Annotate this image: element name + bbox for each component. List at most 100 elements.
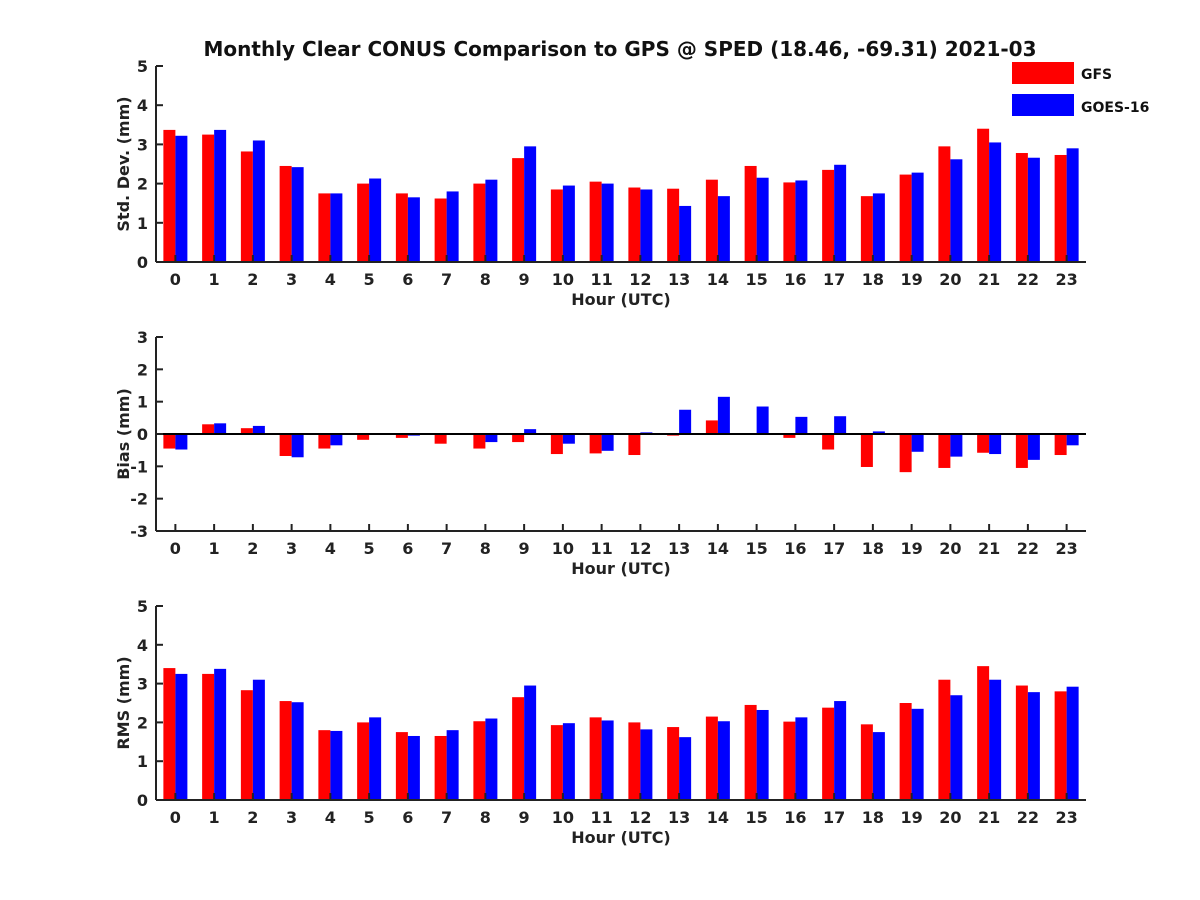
bar-goes16-hour-3 (291, 702, 304, 800)
x-tick-label: 19 (900, 539, 922, 558)
x-tick-label: 11 (590, 270, 612, 289)
x-tick-label: 9 (519, 539, 530, 558)
bar-goes16-hour-11 (601, 720, 614, 800)
x-tick-label: 16 (784, 808, 806, 827)
bar-goes16-hour-1 (214, 129, 227, 262)
bar-gfs-hour-11 (589, 434, 602, 454)
x-tick-label: 4 (325, 808, 336, 827)
x-tick-label: 23 (1055, 808, 1077, 827)
bar-gfs-hour-17 (822, 707, 835, 800)
bar-goes16-hour-22 (1027, 434, 1040, 460)
bar-gfs-hour-22 (1015, 153, 1028, 262)
legend-label-goes16: GOES-16 (1081, 100, 1149, 116)
bar-goes16-hour-23 (1066, 686, 1079, 800)
bar-gfs-hour-18 (860, 196, 873, 262)
x-tick-label: 7 (441, 808, 452, 827)
x-tick-label: 20 (939, 270, 961, 289)
bar-gfs-hour-10 (550, 725, 563, 800)
bar-gfs-hour-14 (705, 179, 718, 262)
x-tick-label: 16 (784, 539, 806, 558)
bar-goes16-hour-13 (679, 737, 692, 800)
bar-goes16-hour-15 (756, 406, 769, 434)
bar-goes16-hour-14 (717, 396, 730, 434)
y-axis-label: Std. Dev. (mm) (114, 96, 133, 231)
bar-goes16-hour-15 (756, 177, 769, 262)
bar-gfs-hour-10 (550, 189, 563, 262)
bar-goes16-hour-1 (214, 423, 227, 434)
x-tick-label: 14 (707, 539, 729, 558)
y-tick-label: 1 (137, 214, 148, 233)
y-tick-label: 3 (137, 135, 148, 154)
y-tick-label: 1 (137, 393, 148, 412)
bar-gfs-hour-23 (1054, 434, 1067, 456)
bar-gfs-hour-9 (512, 158, 525, 262)
x-tick-label: 19 (900, 270, 922, 289)
x-tick-label: 16 (784, 270, 806, 289)
bar-gfs-hour-18 (860, 434, 873, 467)
bar-gfs-hour-4 (318, 730, 331, 800)
x-tick-label: 14 (707, 808, 729, 827)
bar-goes16-hour-16 (795, 180, 808, 262)
bar-goes16-hour-8 (485, 718, 498, 800)
bar-goes16-hour-20 (950, 434, 963, 457)
bar-goes16-hour-2 (252, 679, 265, 800)
y-tick-label: 0 (137, 253, 148, 272)
bar-goes16-hour-16 (795, 717, 808, 800)
x-tick-label: 21 (978, 808, 1000, 827)
bar-goes16-hour-1 (214, 668, 227, 800)
x-tick-label: 2 (247, 539, 258, 558)
x-tick-label: 10 (552, 270, 574, 289)
bar-goes16-hour-18 (872, 193, 885, 262)
x-tick-label: 10 (552, 539, 574, 558)
bar-gfs-hour-15 (744, 165, 757, 262)
bar-goes16-hour-12 (640, 729, 653, 800)
bar-goes16-hour-7 (446, 191, 459, 262)
x-tick-label: 4 (325, 539, 336, 558)
bar-gfs-hour-21 (977, 666, 990, 800)
bar-gfs-hour-20 (938, 146, 951, 262)
bar-gfs-hour-14 (705, 716, 718, 800)
x-axis-label: Hour (UTC) (571, 290, 671, 309)
bar-goes16-hour-0 (175, 673, 188, 800)
x-tick-label: 5 (364, 808, 375, 827)
legend-swatch-gfs (1012, 62, 1074, 84)
bar-goes16-hour-8 (485, 434, 498, 443)
bar-gfs-hour-8 (473, 183, 486, 262)
bar-goes16-hour-21 (989, 679, 1002, 800)
y-tick-label: 1 (137, 752, 148, 771)
x-tick-label: 11 (590, 808, 612, 827)
x-tick-label: 4 (325, 270, 336, 289)
x-tick-label: 18 (862, 539, 884, 558)
x-tick-label: 15 (745, 539, 767, 558)
x-tick-label: 17 (823, 539, 845, 558)
bar-goes16-hour-3 (291, 167, 304, 262)
y-tick-label: 3 (137, 328, 148, 347)
bar-goes16-hour-6 (407, 197, 420, 262)
bar-gfs-hour-19 (899, 174, 912, 262)
bar-gfs-hour-19 (899, 703, 912, 800)
bar-gfs-hour-21 (977, 128, 990, 262)
bar-goes16-hour-4 (330, 434, 343, 446)
x-tick-label: 1 (209, 539, 220, 558)
bar-goes16-hour-8 (485, 179, 498, 262)
y-tick-label: 0 (137, 791, 148, 810)
bar-gfs-hour-6 (395, 732, 408, 800)
bar-gfs-hour-21 (977, 434, 990, 453)
legend-swatch-goes16 (1012, 94, 1074, 116)
bar-gfs-hour-15 (744, 704, 757, 800)
x-tick-label: 3 (286, 270, 297, 289)
x-tick-label: 9 (519, 270, 530, 289)
bar-goes16-hour-4 (330, 193, 343, 262)
bar-gfs-hour-16 (783, 721, 796, 800)
chart-title: Monthly Clear CONUS Comparison to GPS @ … (204, 37, 1037, 61)
x-tick-label: 7 (441, 270, 452, 289)
bar-goes16-hour-4 (330, 730, 343, 800)
x-tick-label: 6 (402, 808, 413, 827)
x-tick-label: 22 (1017, 808, 1039, 827)
x-tick-label: 19 (900, 808, 922, 827)
x-tick-label: 9 (519, 808, 530, 827)
y-tick-label: 0 (137, 425, 148, 444)
